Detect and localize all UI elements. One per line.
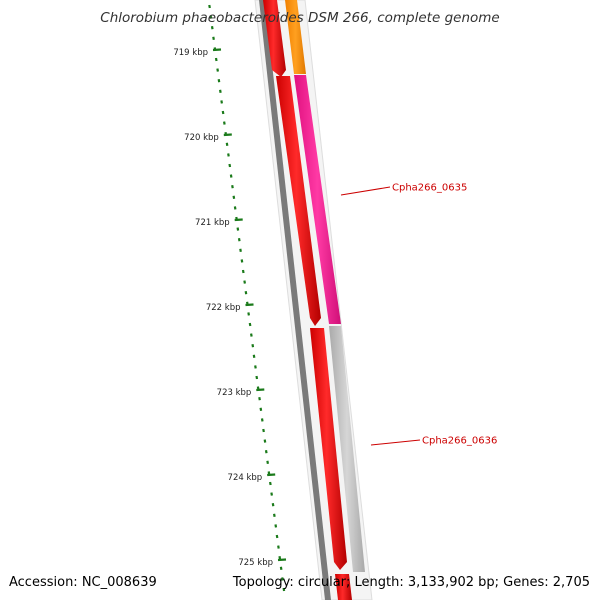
ruler-minor-tick [229, 174, 233, 178]
genome-title: Chlorobium phaeobacteroides DSM 266, com… [100, 10, 500, 26]
ruler-minor-tick [233, 206, 237, 210]
ruler-tick-label: 724 kbp [228, 473, 263, 483]
ruler-minor-tick [250, 333, 253, 337]
gray-feature-cpha266-0636 [329, 326, 365, 572]
ruler-minor-tick [214, 57, 218, 62]
ruler-minor-tick [240, 259, 244, 263]
ruler-tick-label: 725 kbp [238, 558, 273, 568]
ruler-minor-tick [221, 110, 225, 115]
ruler-minor-tick [277, 545, 280, 549]
ruler-minor-tick [263, 439, 267, 443]
ruler-minor-tick [219, 89, 222, 93]
ruler-minor-tick [248, 322, 252, 327]
orange-feature [285, 0, 306, 74]
gene-label-cpha266-0636[interactable]: Cpha266_0636 [422, 436, 497, 447]
ruler-minor-tick [252, 354, 256, 358]
ruler-minor-tick [244, 291, 248, 295]
genome-summary-text: Topology: circular; Length: 3,133,902 bp… [232, 575, 590, 590]
ruler-minor-tick [255, 375, 259, 380]
ruler-major-tick [245, 303, 254, 307]
ruler-major-tick [212, 48, 222, 52]
ruler-tick-labels: 719 kbp 720 kbp 721 kbp 722 kbp 723 kbp 724 k… [173, 48, 273, 568]
ruler-minor-tick [275, 534, 279, 539]
ruler-minor-tick [254, 365, 257, 369]
ruler-minor-tick [217, 79, 221, 83]
ruler-minor-tick [262, 428, 265, 433]
ruler-minor-tick [220, 100, 223, 104]
ruler-minor-tick [231, 185, 234, 189]
ruler-minor-tick [260, 418, 264, 422]
ruler-minor-tick [279, 566, 283, 570]
ruler-minor-tick [223, 121, 226, 125]
ruler-major-tick [223, 133, 232, 137]
ruler-minor-tick [282, 587, 286, 592]
ruler-minor-tick [237, 238, 241, 242]
ruler-minor-tick [278, 556, 282, 560]
leader-line-cpha266-0635 [340, 186, 391, 196]
ruler-tick-label: 722 kbp [206, 303, 241, 313]
ruler-minor-tick [247, 312, 250, 316]
leader-line-cpha266-0636 [370, 439, 421, 446]
ruler-minor-tick [216, 68, 219, 72]
red-feature-upper [263, 0, 286, 77]
ruler-tick-label: 719 kbp [173, 48, 208, 58]
ruler-minor-tick [228, 163, 232, 168]
ruler-minor-tick [264, 450, 268, 454]
ruler-major-tick [234, 218, 243, 222]
ruler-minor-tick [274, 524, 278, 528]
ruler-minor-tick [273, 513, 276, 517]
red-feature-bottom [335, 574, 352, 600]
ruler-minor-tick [210, 26, 214, 30]
ruler-minor-tick [266, 460, 269, 464]
ruler-minor-tick [270, 492, 273, 496]
ruler-minor-tick [209, 15, 213, 19]
ruler-minor-tick [281, 577, 284, 581]
ruler-minor-tick [239, 248, 242, 252]
backbone-line [259, 0, 331, 600]
ruler-minor-tick [208, 4, 211, 9]
ruler-minor-tick [259, 407, 263, 411]
ruler-minor-tick [227, 153, 230, 157]
ruler-major-tick [256, 388, 265, 392]
ruler-major-tick [267, 473, 276, 477]
ruler-minor-tick [243, 280, 246, 284]
accession-text: Accession: NC_008639 [9, 575, 157, 590]
ruler-minor-tick [212, 36, 215, 40]
ruler-minor-tick [225, 142, 229, 146]
ruler-tick-label: 721 kbp [195, 218, 230, 228]
red-feature-lower [310, 328, 347, 570]
ruler-major-tick [277, 558, 287, 562]
gene-label-cpha266-0635[interactable]: Cpha266_0635 [392, 183, 467, 194]
ruler-minor-tick [236, 227, 240, 231]
ruler-tick-label: 723 kbp [217, 388, 252, 398]
ruler-minor-tick [258, 397, 261, 401]
ruler-minor-tick [269, 481, 272, 486]
ruler-minor-tick [241, 269, 245, 274]
ruler-tick-label: 720 kbp [184, 133, 219, 143]
ruler-minor-tick [251, 344, 255, 348]
ruler-minor-tick [271, 503, 275, 507]
magenta-feature-cpha266-0635 [294, 75, 341, 324]
red-feature-middle [276, 76, 321, 326]
ruler-major-ticks [212, 48, 287, 562]
ruler-minor-tick [232, 195, 236, 199]
